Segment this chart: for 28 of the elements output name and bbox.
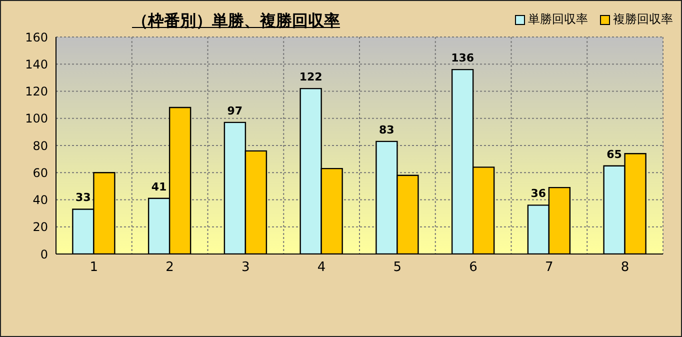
chart-title: （枠番別）単勝、複勝回収率: [131, 11, 341, 32]
x-tick-label: 5: [393, 260, 402, 276]
x-tick-label: 1: [90, 260, 98, 276]
y-tick-label: 60: [32, 166, 48, 180]
data-label: 136: [451, 52, 474, 65]
x-tick-label: 7: [545, 260, 554, 276]
y-tick-label: 160: [25, 30, 48, 44]
y-tick-label: 80: [32, 138, 48, 153]
y-tick-label: 40: [32, 193, 48, 208]
y-tick-label: 100: [25, 112, 48, 126]
data-label: 83: [379, 123, 394, 136]
legend-label: 単勝回収率: [528, 11, 588, 28]
y-tick-label: 140: [25, 57, 48, 72]
y-tick-label: 120: [25, 84, 48, 99]
x-tick-label: 8: [620, 260, 630, 276]
data-label: 97: [227, 104, 243, 118]
data-label: 65: [606, 148, 622, 161]
data-label: 41: [151, 180, 167, 194]
y-tick-label: 0: [40, 247, 48, 262]
data-label: 122: [299, 70, 322, 84]
x-tick-label: 6: [469, 260, 478, 276]
x-tick-label: 2: [166, 260, 174, 276]
y-tick-label: 20: [32, 220, 48, 234]
data-label: 36: [530, 187, 546, 200]
x-tick-label: 4: [317, 260, 326, 276]
legend-label: 複勝回収率: [613, 11, 673, 28]
data-label: 33: [76, 191, 91, 204]
x-tick-label: 3: [242, 260, 250, 276]
